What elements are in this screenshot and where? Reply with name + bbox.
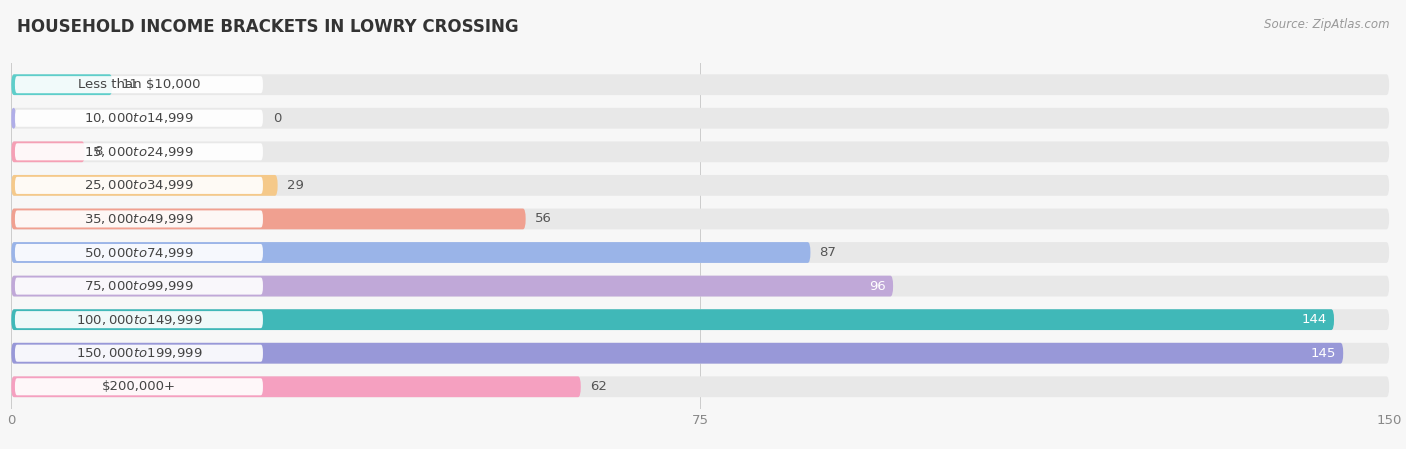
- FancyBboxPatch shape: [11, 108, 1389, 129]
- FancyBboxPatch shape: [11, 276, 1389, 296]
- Text: 144: 144: [1302, 313, 1327, 326]
- FancyBboxPatch shape: [11, 141, 1389, 162]
- Text: $10,000 to $14,999: $10,000 to $14,999: [84, 111, 194, 125]
- Text: 8: 8: [94, 145, 103, 158]
- Text: 0: 0: [273, 112, 281, 125]
- FancyBboxPatch shape: [11, 141, 84, 162]
- FancyBboxPatch shape: [11, 309, 1334, 330]
- Text: 87: 87: [820, 246, 837, 259]
- Text: $15,000 to $24,999: $15,000 to $24,999: [84, 145, 194, 159]
- Text: $25,000 to $34,999: $25,000 to $34,999: [84, 178, 194, 192]
- Text: 145: 145: [1310, 347, 1336, 360]
- FancyBboxPatch shape: [15, 277, 263, 295]
- Text: $50,000 to $74,999: $50,000 to $74,999: [84, 246, 194, 260]
- Text: 56: 56: [534, 212, 551, 225]
- FancyBboxPatch shape: [11, 208, 1389, 229]
- FancyBboxPatch shape: [11, 376, 581, 397]
- FancyBboxPatch shape: [11, 74, 112, 95]
- Text: 62: 62: [591, 380, 607, 393]
- Text: HOUSEHOLD INCOME BRACKETS IN LOWRY CROSSING: HOUSEHOLD INCOME BRACKETS IN LOWRY CROSS…: [17, 18, 519, 36]
- FancyBboxPatch shape: [11, 343, 1389, 364]
- FancyBboxPatch shape: [11, 242, 810, 263]
- FancyBboxPatch shape: [15, 177, 263, 194]
- Text: $100,000 to $149,999: $100,000 to $149,999: [76, 313, 202, 326]
- Text: Source: ZipAtlas.com: Source: ZipAtlas.com: [1264, 18, 1389, 31]
- FancyBboxPatch shape: [11, 343, 1343, 364]
- FancyBboxPatch shape: [15, 311, 263, 328]
- FancyBboxPatch shape: [15, 110, 263, 127]
- FancyBboxPatch shape: [15, 143, 263, 160]
- FancyBboxPatch shape: [15, 76, 263, 93]
- Text: $200,000+: $200,000+: [101, 380, 176, 393]
- FancyBboxPatch shape: [11, 208, 526, 229]
- Text: Less than $10,000: Less than $10,000: [77, 78, 200, 91]
- Text: 11: 11: [121, 78, 138, 91]
- FancyBboxPatch shape: [11, 276, 893, 296]
- FancyBboxPatch shape: [11, 175, 277, 196]
- FancyBboxPatch shape: [11, 376, 1389, 397]
- FancyBboxPatch shape: [11, 74, 1389, 95]
- Text: 29: 29: [287, 179, 304, 192]
- FancyBboxPatch shape: [11, 242, 1389, 263]
- FancyBboxPatch shape: [15, 378, 263, 395]
- FancyBboxPatch shape: [11, 309, 1389, 330]
- Text: $35,000 to $49,999: $35,000 to $49,999: [84, 212, 194, 226]
- FancyBboxPatch shape: [15, 211, 263, 228]
- FancyBboxPatch shape: [11, 175, 1389, 196]
- Text: 96: 96: [869, 280, 886, 293]
- Text: $150,000 to $199,999: $150,000 to $199,999: [76, 346, 202, 360]
- Text: $75,000 to $99,999: $75,000 to $99,999: [84, 279, 194, 293]
- FancyBboxPatch shape: [15, 345, 263, 362]
- FancyBboxPatch shape: [15, 244, 263, 261]
- FancyBboxPatch shape: [11, 108, 15, 129]
